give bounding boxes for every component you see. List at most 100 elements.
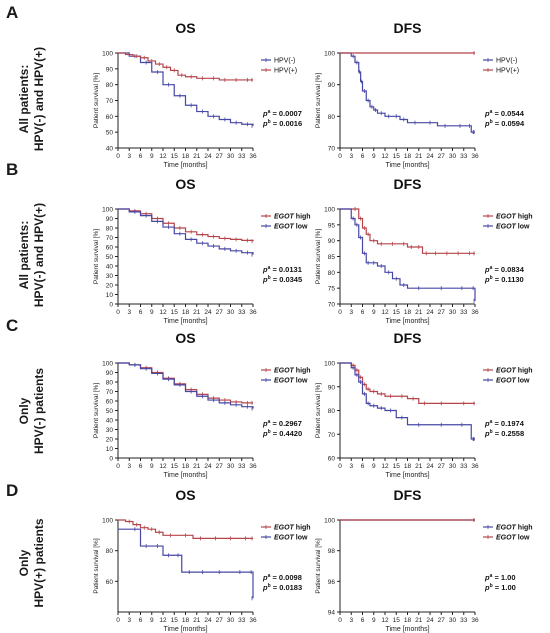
- y-tick-label: 40: [106, 418, 114, 425]
- x-tick-label: 6: [361, 463, 365, 470]
- x-tick-label: 15: [393, 463, 401, 470]
- x-axis-label: Time [months]: [163, 318, 207, 325]
- x-tick-label: 30: [227, 463, 235, 470]
- x-tick-label: 33: [238, 309, 246, 316]
- y-tick-label: 75: [328, 286, 336, 293]
- x-tick-label: 6: [139, 309, 143, 316]
- x-tick-label: 24: [426, 617, 434, 624]
- x-tick-label: 33: [460, 463, 468, 470]
- x-tick-label: 33: [460, 617, 468, 624]
- chart-title: OS: [175, 330, 195, 346]
- y-axis-label: Patient survival [%]: [315, 73, 322, 128]
- x-tick-label: 36: [471, 153, 479, 160]
- legend-label: EGOT low: [496, 224, 530, 231]
- x-tick-label: 0: [116, 153, 120, 160]
- y-axis-label: Patient survival [%]: [93, 229, 100, 284]
- x-tick-label: 27: [216, 463, 224, 470]
- x-tick-label: 9: [372, 463, 376, 470]
- y-tick-label: 100: [324, 518, 335, 525]
- y-tick-label: 100: [324, 51, 335, 58]
- y-axis-label: Patient survival [%]: [315, 538, 322, 593]
- y-tick-label: 60: [106, 245, 114, 252]
- y-tick-label: 60: [328, 456, 336, 463]
- chart-title: DFS: [394, 176, 422, 192]
- x-tick-label: 36: [471, 463, 479, 470]
- chart-title: OS: [175, 20, 195, 36]
- legend-label: HPV(+): [274, 68, 297, 75]
- y-tick-label: 90: [328, 82, 336, 89]
- y-tick-label: 94: [328, 610, 336, 617]
- x-tick-label: 3: [127, 153, 131, 160]
- y-tick-label: 95: [328, 222, 336, 229]
- x-tick-label: 30: [449, 463, 457, 470]
- x-axis-label: Time [months]: [385, 472, 429, 479]
- y-tick-label: 100: [102, 518, 113, 525]
- panel-letter: C: [6, 316, 19, 335]
- chart-title: DFS: [394, 330, 422, 346]
- y-tick-label: 60: [106, 579, 114, 586]
- x-tick-label: 30: [227, 617, 235, 624]
- x-tick-label: 36: [249, 617, 257, 624]
- row-label-line: Only: [17, 549, 31, 577]
- y-tick-label: 90: [106, 66, 114, 73]
- x-tick-label: 12: [381, 153, 389, 160]
- legend-label: HPV(-): [496, 58, 517, 65]
- x-tick-label: 15: [171, 463, 179, 470]
- x-axis-label: Time [months]: [163, 626, 207, 633]
- x-tick-label: 27: [438, 463, 446, 470]
- x-tick-label: 0: [338, 153, 342, 160]
- x-tick-label: 0: [116, 463, 120, 470]
- p-value-label: pb = 0.2558: [484, 429, 524, 438]
- y-tick-label: 100: [324, 207, 335, 214]
- x-tick-label: 12: [159, 463, 167, 470]
- x-tick-label: 27: [438, 153, 446, 160]
- x-tick-label: 21: [193, 617, 201, 624]
- x-tick-label: 30: [227, 309, 235, 316]
- x-tick-label: 9: [372, 617, 376, 624]
- y-tick-label: 70: [328, 432, 336, 439]
- x-tick-label: 36: [249, 153, 257, 160]
- x-tick-label: 30: [449, 153, 457, 160]
- x-tick-label: 12: [159, 309, 167, 316]
- legend-label: HPV(-): [274, 58, 295, 65]
- x-tick-label: 15: [171, 153, 179, 160]
- x-tick-label: 33: [238, 617, 246, 624]
- panel-letter: A: [6, 3, 19, 22]
- y-tick-label: 90: [328, 238, 336, 245]
- legend-label: EGOT high: [274, 214, 311, 221]
- x-tick-label: 36: [471, 617, 479, 624]
- y-tick-label: 80: [328, 408, 336, 415]
- row-label: All patients: HPV(-) and HPV(+): [17, 195, 47, 315]
- x-tick-label: 24: [426, 309, 434, 316]
- x-tick-label: 15: [393, 617, 401, 624]
- x-tick-label: 24: [204, 617, 212, 624]
- y-tick-label: 100: [102, 361, 113, 368]
- y-tick-label: 40: [106, 264, 114, 271]
- x-tick-label: 21: [193, 153, 201, 160]
- y-tick-label: 80: [106, 548, 114, 555]
- x-tick-label: 12: [381, 309, 389, 316]
- p-value-label: pb = 0.1130: [484, 275, 524, 284]
- survival-curve-1: [118, 52, 254, 126]
- p-value-label: pa = 0.0544: [484, 109, 525, 118]
- x-tick-label: 6: [139, 463, 143, 470]
- x-tick-label: 15: [171, 309, 179, 316]
- x-tick-label: 21: [193, 309, 201, 316]
- p-value-label: pb = 0.0594: [484, 119, 525, 128]
- x-tick-label: 27: [216, 617, 224, 624]
- survival-curve-1: [118, 362, 253, 404]
- row-label-line: All patients:: [17, 64, 31, 134]
- x-tick-label: 21: [415, 309, 423, 316]
- p-value-label: pa = 0.0834: [484, 265, 525, 274]
- row-label-line: All patients:: [17, 220, 31, 290]
- x-tick-label: 12: [159, 617, 167, 624]
- legend-label: HPV(+): [496, 68, 519, 75]
- y-tick-label: 10: [106, 292, 114, 299]
- x-tick-label: 6: [361, 153, 365, 160]
